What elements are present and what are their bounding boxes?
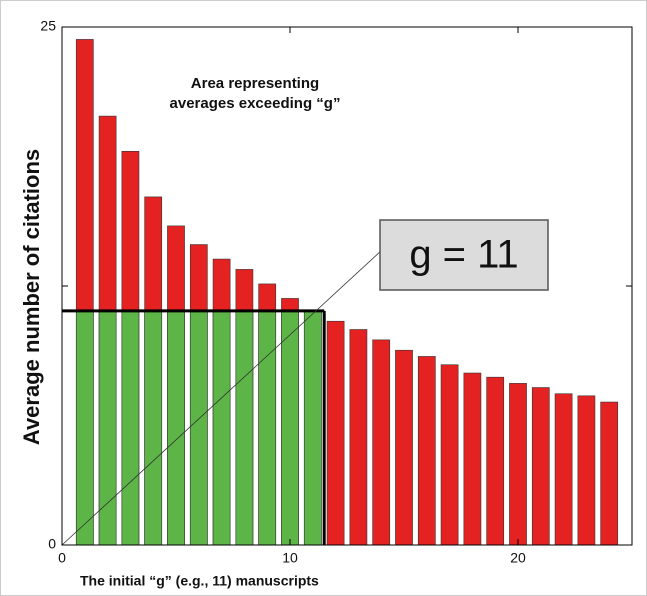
bar bbox=[326, 320, 345, 546]
bar bbox=[440, 364, 459, 546]
x-axis-label: The initial “g” (e.g., 11) manuscripts bbox=[80, 573, 319, 589]
bar bbox=[486, 376, 505, 546]
bar-below-threshold bbox=[75, 310, 94, 546]
annotation: Area representing bbox=[191, 75, 319, 92]
bar-below-threshold bbox=[121, 310, 140, 546]
y-axis-label: Average number of citations bbox=[19, 149, 44, 445]
bar-below-threshold bbox=[258, 310, 277, 546]
bar bbox=[395, 349, 413, 546]
bar bbox=[509, 383, 527, 546]
bar-below-threshold bbox=[144, 310, 163, 546]
y-tick-label: 25 bbox=[40, 18, 56, 34]
bar-below-threshold bbox=[212, 310, 231, 546]
bar bbox=[349, 329, 368, 546]
bar-below-threshold bbox=[281, 310, 299, 546]
bar bbox=[417, 356, 436, 546]
y-tick-label: 0 bbox=[48, 536, 56, 552]
callout-box bbox=[379, 219, 549, 291]
x-tick-label: 0 bbox=[58, 550, 66, 566]
bar-below-threshold bbox=[167, 310, 185, 546]
bar bbox=[531, 387, 550, 546]
annotation: averages exceeding “g” bbox=[170, 95, 341, 112]
bar bbox=[577, 395, 596, 546]
bar-below-threshold bbox=[189, 310, 208, 546]
bar bbox=[372, 339, 391, 546]
pointer-line bbox=[61, 249, 383, 546]
bar bbox=[600, 401, 619, 546]
bar-below-threshold bbox=[303, 310, 322, 546]
x-tick-label: 10 bbox=[282, 550, 298, 566]
x-tick-label: 20 bbox=[510, 550, 526, 566]
bar bbox=[554, 393, 573, 546]
bar-below-threshold bbox=[235, 310, 254, 546]
callout: g = 11 bbox=[409, 233, 518, 277]
bar-below-threshold bbox=[98, 310, 117, 546]
bar bbox=[463, 372, 482, 546]
